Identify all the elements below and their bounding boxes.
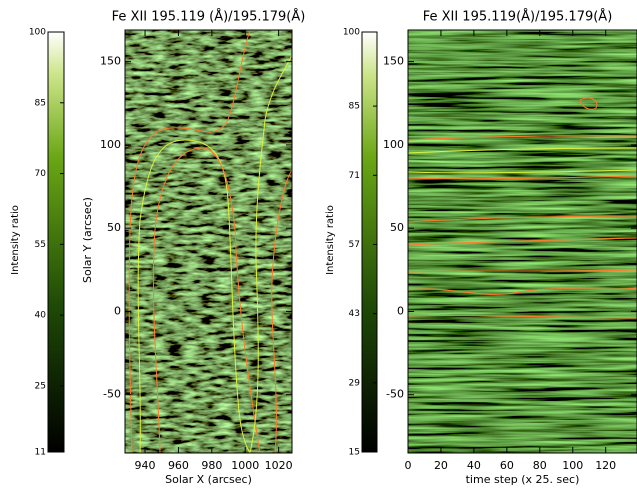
x-tick-label: 960 [168,459,189,472]
x-tick-label: 100 [562,459,583,472]
colorbar-tick-label: 70 [35,169,47,179]
x-tick-label: 980 [201,459,222,472]
colorbar-label: Intensity ratio [325,205,336,275]
x-tick-label: 1020 [265,459,293,472]
y-tick-label: 50 [107,221,121,234]
y-tick-label: 50 [390,221,404,234]
axes-layer: 11 25 40 55 70 85 100 Intensity ratio 940 960 980 1… [10,9,637,486]
y-tick-label: 100 [383,138,404,151]
y-tick-label: -50 [386,388,404,401]
y-tick-label: -50 [103,388,121,401]
colorbar-tick-label: 100 [343,28,360,38]
y-tick-label: 150 [383,55,404,68]
y-axis-label: Solar Y (arcsec) [81,197,94,283]
axes-frame [124,29,293,454]
x-axis-label: Solar X (arcsec) [165,473,252,486]
colorbar-tick-label: 25 [35,381,46,391]
x-tick-label: 940 [135,459,156,472]
colorbar-tick-label: 43 [349,309,360,319]
axes-frame [407,29,637,454]
x-tick-label: 0 [405,459,412,472]
colorbar-tick-label: 71 [349,171,360,181]
x-tick-label: 1000 [231,459,259,472]
colorbar-tick-label: 11 [35,448,46,458]
colorbar [47,31,65,453]
y-tick-label: 0 [397,304,404,317]
y-tick-label: 100 [100,138,121,151]
colorbar-label: Intensity ratio [10,205,21,275]
chart-title: Fe XII 195.119(Å)/195.179(Å) [423,9,613,25]
image-texture [125,30,292,453]
y-tick-label: 150 [100,55,121,68]
colorbar [361,31,378,453]
colorbar-tick-label: 100 [29,28,46,38]
colorbar-tick-label: 55 [35,240,46,250]
image-layer [125,30,637,453]
x-axis-label: time step (x 25. sec) [466,473,580,486]
x-tick-label: 120 [595,459,616,472]
colorbar-tick-label: 57 [349,240,360,250]
colorbar-tick-label: 85 [35,98,46,108]
colorbar-tick-label: 15 [349,448,360,458]
y-tick-label: 0 [114,304,121,317]
x-tick-label: 80 [533,459,547,472]
x-tick-label: 40 [467,459,481,472]
x-tick-label: 60 [500,459,514,472]
colorbar-tick-label: 40 [35,311,47,321]
colorbar-tick-label: 85 [349,102,360,112]
contours [128,29,637,454]
x-tick-label: 20 [434,459,448,472]
colorbar-tick-label: 29 [349,378,361,388]
chart-title: Fe XII 195.119 (Å)/195.179(Å) [112,9,306,25]
